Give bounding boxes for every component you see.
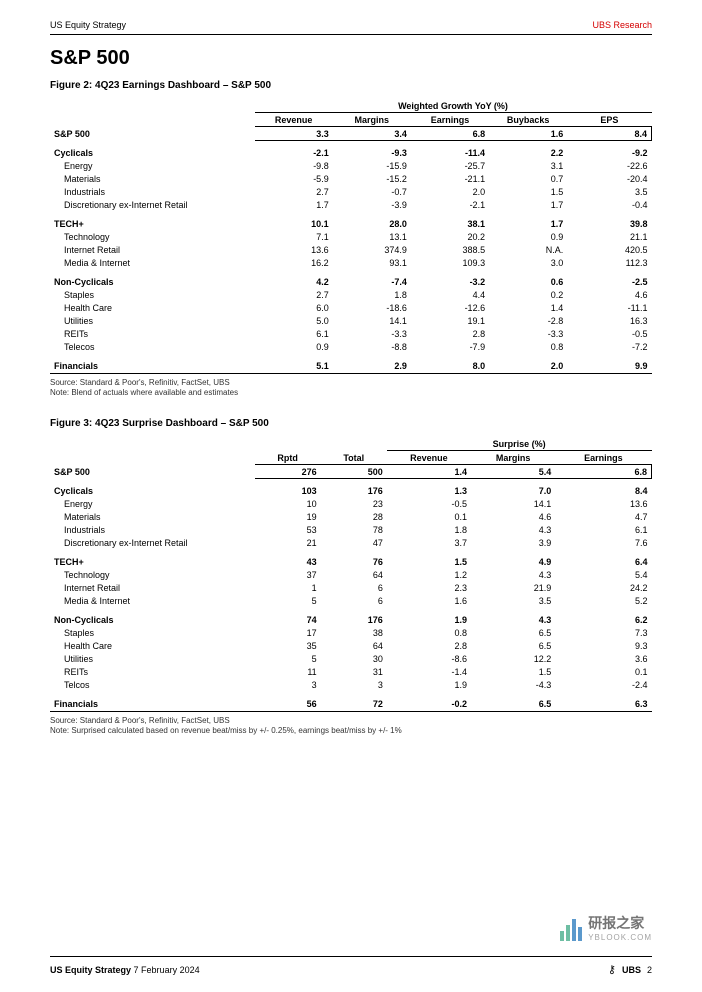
table-row: REITs6.1-3.32.8-3.3-0.5 xyxy=(50,328,652,341)
section-header: TECH+10.128.038.11.739.8 xyxy=(50,218,652,231)
table-row: Health Care35642.86.59.3 xyxy=(50,640,652,653)
table-row: Telecos0.9-8.8-7.90.8-7.2 xyxy=(50,341,652,354)
fig3-source: Source: Standard & Poor's, Refinitiv, Fa… xyxy=(50,716,652,737)
figure2-table: Weighted Growth YoY (%) Revenue Margins … xyxy=(50,99,652,374)
footer-page-number: 2 xyxy=(647,965,652,975)
table-row: Internet Retail13.6374.9388.5N.A.420.5 xyxy=(50,244,652,257)
fig2-col-1: Margins xyxy=(333,113,411,127)
table-row: Utilities5.014.119.1-2.816.3 xyxy=(50,315,652,328)
table-row: Industrials53781.84.36.1 xyxy=(50,524,652,537)
section-header: Non-Cyclicals741761.94.36.2 xyxy=(50,614,652,627)
table-row: REITs1131-1.41.50.1 xyxy=(50,666,652,679)
footer-date: 7 February 2024 xyxy=(134,965,200,975)
figure3-caption: Figure 3: 4Q23 Surprise Dashboard – S&P … xyxy=(50,418,652,429)
section-header: Cyclicals-2.1-9.3-11.42.2-9.2 xyxy=(50,147,652,160)
footer-brand: UBS xyxy=(622,965,641,975)
table-row: Energy-9.8-15.9-25.73.1-22.6 xyxy=(50,160,652,173)
watermark-bars-icon xyxy=(560,915,582,941)
figure2-caption: Figure 2: 4Q23 Earnings Dashboard – S&P … xyxy=(50,80,652,91)
fig2-source: Source: Standard & Poor's, Refinitiv, Fa… xyxy=(50,378,652,399)
fig3-group-header: Surprise (%) xyxy=(387,437,652,451)
fig3-col-r2: Earnings xyxy=(555,451,651,465)
table-row: Utilities530-8.612.23.6 xyxy=(50,653,652,666)
table-row: Health Care6.0-18.6-12.61.4-11.1 xyxy=(50,302,652,315)
fig2-col-4: EPS xyxy=(567,113,651,127)
footer-title: US Equity Strategy xyxy=(50,965,131,975)
page-title: S&P 500 xyxy=(50,47,652,70)
fig2-col-3: Buybacks xyxy=(489,113,567,127)
table-row: Telcos331.9-4.3-2.4 xyxy=(50,679,652,692)
table-row: Discretionary ex-Internet Retail1.7-3.9-… xyxy=(50,199,652,212)
header-rule xyxy=(50,34,652,35)
table-row: Technology37641.24.35.4 xyxy=(50,569,652,582)
table-row: Energy1023-0.514.113.6 xyxy=(50,498,652,511)
fig3-col-r1: Margins xyxy=(471,451,555,465)
table-row: Media & Internet16.293.1109.33.0112.3 xyxy=(50,257,652,270)
section-header: Non-Cyclicals4.2-7.4-3.20.6-2.5 xyxy=(50,276,652,289)
fig3-col-l0: Rptd xyxy=(255,451,321,465)
table-row: Staples17380.86.57.3 xyxy=(50,627,652,640)
table-row: Materials19280.14.64.7 xyxy=(50,511,652,524)
fig2-col-0: Revenue xyxy=(255,113,333,127)
table-row: Materials-5.9-15.2-21.10.7-20.4 xyxy=(50,173,652,186)
page-footer: US Equity Strategy 7 February 2024 ⚷ UBS… xyxy=(50,956,652,976)
section-header: Financials5.12.98.02.09.9 xyxy=(50,360,652,374)
watermark: 研报之家 YBLOOK.COM xyxy=(560,913,652,942)
table-row: Media & Internet561.63.55.2 xyxy=(50,595,652,608)
table-row: Internet Retail162.321.924.2 xyxy=(50,582,652,595)
watermark-sub: YBLOOK.COM xyxy=(588,933,652,942)
fig2-group-header: Weighted Growth YoY (%) xyxy=(255,99,652,113)
section-header: TECH+43761.54.96.4 xyxy=(50,556,652,569)
section-header: Financials5672-0.26.56.3 xyxy=(50,698,652,712)
header-left: US Equity Strategy xyxy=(50,20,126,30)
figure3-table: Surprise (%) Rptd Total Revenue Margins … xyxy=(50,437,652,712)
table-row: Industrials2.7-0.72.01.53.5 xyxy=(50,186,652,199)
fig3-sp500-row: S&P 500 276 500 1.4 5.4 6.8 xyxy=(50,465,652,479)
watermark-text: 研报之家 xyxy=(588,913,652,933)
fig2-col-2: Earnings xyxy=(411,113,489,127)
table-row: Technology7.113.120.20.921.1 xyxy=(50,231,652,244)
fig3-col-r0: Revenue xyxy=(387,451,471,465)
ubs-keys-icon: ⚷ xyxy=(608,963,616,976)
table-row: Discretionary ex-Internet Retail21473.73… xyxy=(50,537,652,550)
fig2-sp500-row: S&P 500 3.3 3.4 6.8 1.6 8.4 xyxy=(50,127,652,141)
section-header: Cyclicals1031761.37.08.4 xyxy=(50,485,652,498)
table-row: Staples2.71.84.40.24.6 xyxy=(50,289,652,302)
fig3-col-l1: Total xyxy=(321,451,387,465)
header-right: UBS Research xyxy=(592,20,652,30)
